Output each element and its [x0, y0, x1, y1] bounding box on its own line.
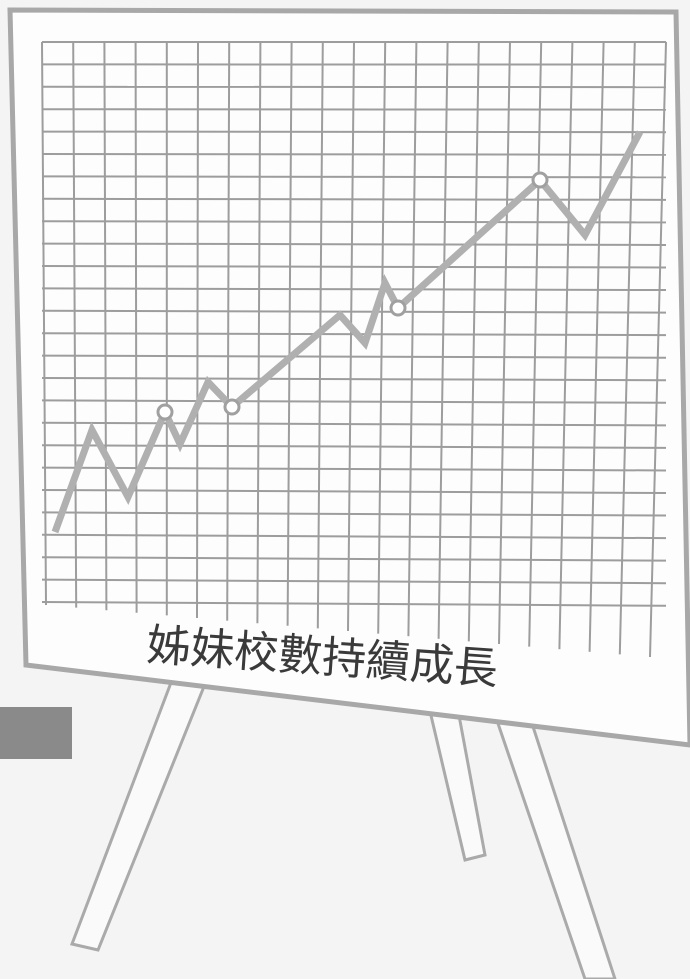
grid-line: [558, 41, 574, 650]
grid-line: [103, 41, 108, 611]
easel-legs: [69, 678, 617, 979]
grid-line: [41, 421, 667, 427]
grid-line: [41, 265, 667, 269]
grid-line: [196, 41, 199, 619]
grid-line: [41, 377, 667, 382]
grid-line: [41, 399, 667, 404]
grid-line: [41, 354, 667, 359]
trend-line: [51, 130, 644, 534]
marker: [389, 299, 407, 317]
marker: [531, 171, 549, 189]
grid-line: [41, 175, 667, 179]
grid-line: [41, 578, 667, 585]
grid-line: [588, 41, 605, 652]
grid-line: [437, 41, 449, 639]
gray-block: [0, 707, 72, 759]
marker: [156, 403, 174, 421]
grid-line: [649, 41, 667, 658]
grid-line: [41, 242, 667, 246]
grid-line: [41, 444, 667, 449]
grid-line: [528, 41, 543, 647]
grid-line: [41, 153, 667, 156]
grid-line: [41, 197, 667, 201]
grid-line: [41, 130, 667, 134]
grid-line: [377, 41, 387, 634]
trend-markers: [156, 171, 549, 421]
grid-line: [41, 533, 667, 540]
grid-line: [256, 41, 262, 624]
grid-line: [41, 220, 667, 224]
grid-line: [498, 41, 511, 645]
grid-line: [41, 511, 667, 517]
grid-line: [41, 287, 667, 292]
grid-line: [226, 41, 231, 621]
grid-line: [41, 309, 667, 314]
grid-line: [134, 41, 138, 613]
grid-line: [347, 41, 355, 632]
grid-line: [41, 41, 47, 606]
grid-line: [41, 489, 667, 494]
grid-line: [41, 601, 667, 607]
grid-line: [41, 556, 667, 562]
grid: [41, 41, 667, 658]
grid-line: [41, 466, 667, 472]
marker: [223, 398, 241, 416]
grid-line: [467, 41, 480, 642]
